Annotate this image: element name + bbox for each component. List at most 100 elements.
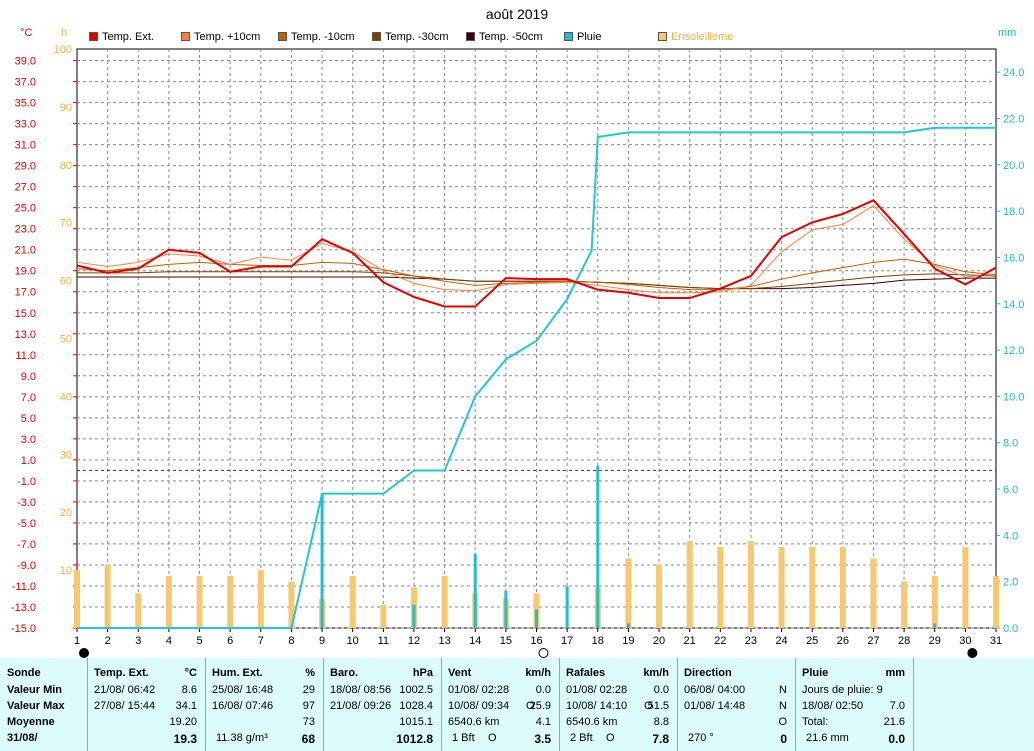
- moon-phase-icon: [967, 648, 978, 658]
- x-tick-label: 25: [806, 635, 818, 647]
- baro-min-date: 18/08/ 08:56: [330, 684, 392, 696]
- x-tick-label: 3: [135, 635, 141, 647]
- temp-tick-label: 33.0: [15, 119, 36, 131]
- temp-tick-label: 13.0: [15, 329, 36, 341]
- stats-col-sonde: Sonde Valeur Min Valeur Max Moyenne 31/0…: [0, 658, 88, 751]
- hum-max-date: 16/08/ 07:46: [212, 700, 274, 712]
- legend-label: Temp. -50cm: [479, 31, 543, 43]
- legend-swatch: [466, 32, 475, 41]
- x-tick-label: 5: [196, 635, 202, 647]
- sunshine-bar: [962, 546, 969, 628]
- rain-tick-label: 2.0: [1003, 577, 1018, 589]
- x-tick-label: 22: [714, 635, 726, 647]
- stats-col-baro: Baro. hPa 18/08/ 08:56 1002.5 21/08/ 09:…: [324, 658, 442, 751]
- chart-svg: 1 2 3 4 5 6 7 8 9 10 11 12 13 14 15 16 17 18 19 20 21 22 23 24 2…: [11, 44, 1024, 658]
- stats-unit-rafales: km/h: [643, 667, 669, 679]
- sunshine-bar: [135, 593, 142, 628]
- sunshine-bar: [778, 546, 785, 628]
- sunshine-bar: [104, 564, 111, 628]
- rafales-max: 51.5: [647, 700, 669, 712]
- x-tick-label: 13: [438, 635, 450, 647]
- x-tick-label: 23: [745, 635, 757, 647]
- hum-avg: 73: [302, 716, 315, 728]
- vent-current-dir: O: [488, 732, 497, 744]
- temp-tick-label: 25.0: [15, 203, 36, 215]
- stats-header-hum: Hum. Ext.: [212, 667, 263, 679]
- legend-swatch: [372, 32, 381, 41]
- x-tick-label: 29: [929, 635, 941, 647]
- moon-phase-icon: [79, 648, 89, 658]
- temp-tick-label: -1.0: [17, 476, 36, 488]
- legend-label: Temp. -10cm: [291, 31, 355, 43]
- stats-panel: Sonde Valeur Min Valeur Max Moyenne 31/0…: [0, 658, 1034, 751]
- rafales-min-date: 01/08/ 02:28: [566, 684, 628, 696]
- rain-tick-label: 6.0: [1003, 484, 1018, 496]
- stats-header-direction: Direction: [684, 667, 732, 679]
- rain-tick-label: 14.0: [1003, 299, 1024, 311]
- hum-tick-label: 20: [60, 507, 72, 519]
- x-tick-label: 26: [837, 635, 849, 647]
- x-tick-label: 31: [990, 635, 1002, 647]
- sunshine-bar: [809, 546, 816, 628]
- temp-tick-label: 31.0: [15, 140, 36, 152]
- legend-swatch: [89, 32, 98, 41]
- stats-unit-temp: °C: [184, 667, 197, 679]
- temp-tick-label: -11.0: [12, 581, 36, 593]
- x-tick-label: 19: [622, 635, 634, 647]
- vent-min-date: 01/08/ 02:28: [448, 684, 510, 696]
- rain-bar: [320, 493, 324, 628]
- rain-tick-label: 8.0: [1003, 438, 1018, 450]
- rain-tick-label: 16.0: [1003, 252, 1024, 264]
- temp-min: 8.6: [181, 684, 197, 696]
- stats-header-temp: Temp. Ext.: [94, 667, 149, 679]
- rafales-min: 0.0: [653, 684, 669, 696]
- x-tick-label: 18: [592, 635, 604, 647]
- temp-tick-label: 21.0: [15, 245, 36, 257]
- rain-bar: [596, 465, 600, 628]
- legend-item: Temp. -10cm: [278, 31, 355, 43]
- stats-unit-hum: %: [305, 667, 315, 679]
- rafales-current: 7.8: [652, 732, 669, 746]
- temp-tick-label: 1.0: [21, 455, 36, 467]
- legend-label: Temp. +10cm: [194, 31, 261, 43]
- temp-min-date: 21/08/ 06:42: [94, 684, 156, 696]
- rain-tick-label: 22.0: [1003, 113, 1024, 125]
- sunshine-bar: [931, 575, 938, 628]
- row-label-avg: Moyenne: [7, 716, 55, 728]
- direction-current: 0: [780, 732, 787, 746]
- x-tick-label: 16: [530, 635, 542, 647]
- stats-col-temp: Temp. Ext. °C 21/08/ 06:42 8.6 27/08/ 15…: [88, 658, 206, 751]
- legend-item: Pluie: [564, 31, 601, 43]
- temp-tick-label: -5.0: [17, 518, 36, 530]
- legend-label: Ensoleilleme: [671, 31, 734, 43]
- rain-bar: [626, 623, 630, 628]
- sunshine-bar: [993, 575, 999, 628]
- sunshine-bar: [625, 558, 632, 628]
- rafales-max-date: 10/08/ 14:10: [566, 700, 628, 712]
- vent-bft: 1 Bft: [452, 732, 475, 744]
- stats-col-hum: Hum. Ext. % 25/08/ 16:48 29 16/08/ 07:46…: [206, 658, 324, 751]
- hum-tick-label: 80: [60, 160, 72, 172]
- pluie-total: 21.6: [883, 716, 905, 728]
- rain-tick-label: 0.0: [1003, 623, 1018, 635]
- series-line-temp-10cm: [76, 205, 997, 294]
- row-label-max: Valeur Max: [7, 700, 65, 712]
- pluie-days: Jours de pluie: 9: [802, 684, 883, 696]
- stats-header-rafales: Rafales: [566, 667, 606, 679]
- pluie-current: 0.0: [888, 732, 905, 746]
- chart-title: août 2019: [485, 6, 549, 22]
- stats-header-vent: Vent: [448, 667, 472, 679]
- legend-item: Temp. +10cm: [181, 31, 260, 43]
- sunshine-bar: [196, 575, 203, 628]
- temp-tick-label: 11.0: [15, 350, 36, 362]
- stats-col-rafales: Rafales km/h 01/08/ 02:28 0.0 10/08/ 14:…: [560, 658, 678, 751]
- hum-tick-label: 100: [54, 44, 72, 56]
- stats-unit-vent: km/h: [525, 667, 551, 679]
- temp-tick-label: -13.0: [11, 602, 36, 614]
- pluie-max-date: 18/08/ 02:50: [802, 700, 864, 712]
- temp-tick-label: -7.0: [17, 539, 36, 551]
- sunshine-bar: [656, 564, 663, 628]
- rain-tick-label: 18.0: [1003, 206, 1024, 218]
- temp-tick-label: 39.0: [15, 56, 36, 68]
- temp-tick-label: 19.0: [15, 266, 36, 278]
